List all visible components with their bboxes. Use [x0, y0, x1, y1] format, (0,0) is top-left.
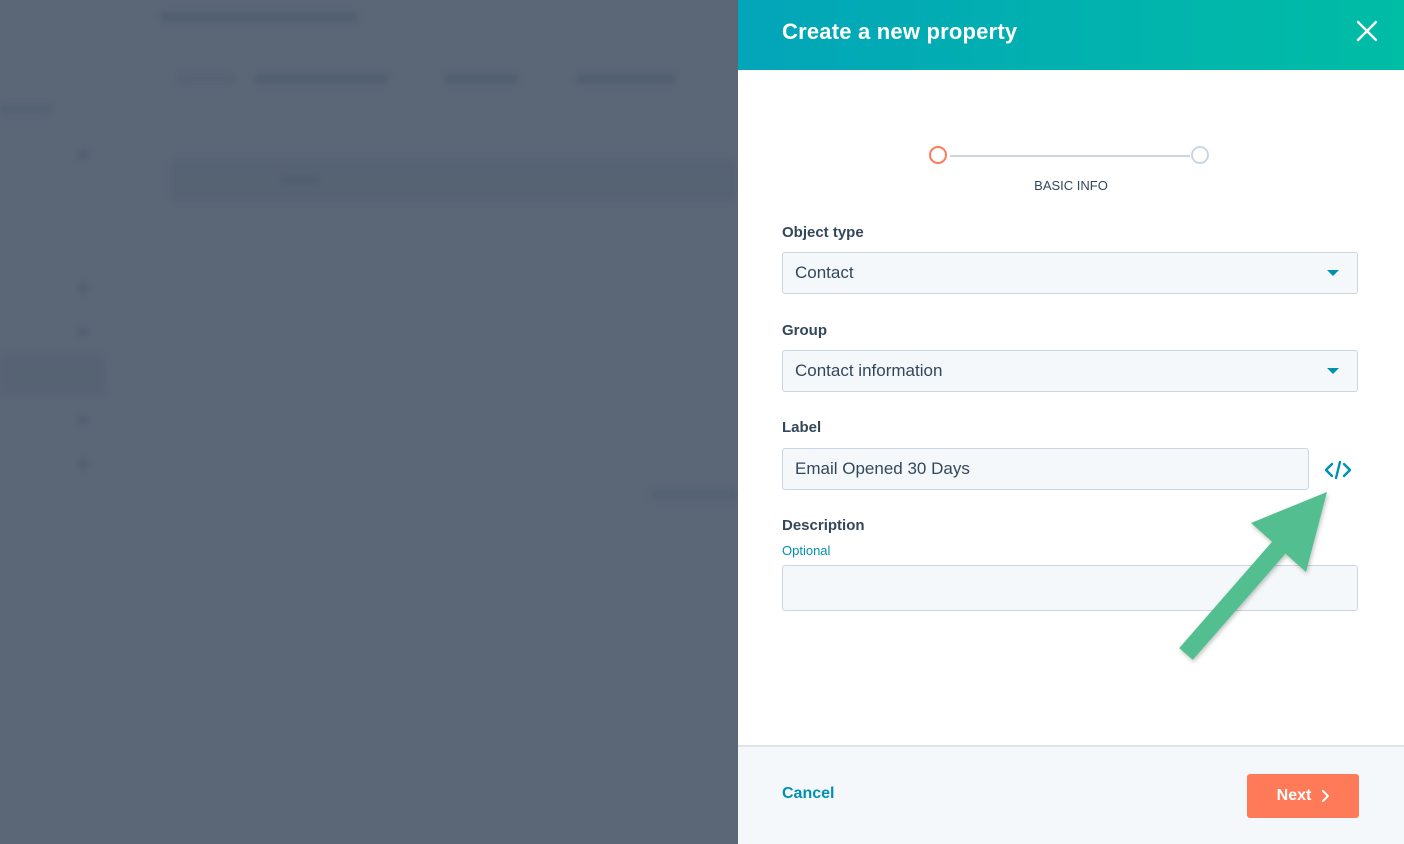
- blurred-background-page: [0, 0, 738, 844]
- object-type-value: Contact: [795, 263, 854, 282]
- close-icon[interactable]: [1356, 20, 1378, 42]
- panel-footer: Cancel Next: [738, 745, 1404, 844]
- blurred-table-header: [170, 158, 738, 202]
- blurred-filter-label: [176, 74, 236, 84]
- step-label: BASIC INFO: [1034, 178, 1108, 193]
- blurred-empty-text: [650, 490, 738, 500]
- blurred-filter-1: [254, 74, 389, 84]
- progress-stepper: BASIC INFO: [738, 144, 1404, 204]
- description-input[interactable]: [782, 565, 1358, 611]
- description-label: Description: [782, 517, 865, 534]
- panel-title: Create a new property: [782, 19, 1018, 44]
- blurred-column-name: [280, 176, 320, 184]
- blurred-dot: [78, 327, 88, 337]
- label-input-value: Email Opened 30 Days: [795, 459, 970, 478]
- cancel-button[interactable]: Cancel: [782, 785, 835, 802]
- blurred-sidebar-active: [0, 355, 105, 395]
- object-type-select[interactable]: Contact: [782, 252, 1358, 294]
- next-button[interactable]: Next: [1247, 774, 1359, 818]
- chevron-right-icon: [1322, 790, 1330, 802]
- blurred-dot: [78, 415, 88, 425]
- blurred-dot: [78, 150, 88, 160]
- blurred-sidebar-text: [0, 104, 52, 114]
- blurred-dot: [78, 459, 88, 469]
- code-icon[interactable]: [1324, 459, 1352, 481]
- chevron-down-icon: [1327, 368, 1339, 374]
- panel-header: Create a new property: [738, 0, 1404, 70]
- group-value: Contact information: [795, 361, 943, 380]
- step-1-indicator: [929, 146, 947, 164]
- next-button-label: Next: [1276, 787, 1312, 804]
- label-input[interactable]: Email Opened 30 Days: [782, 448, 1309, 490]
- step-2-indicator: [1191, 146, 1209, 164]
- blurred-page-title: [160, 12, 358, 22]
- group-label: Group: [782, 322, 827, 339]
- stepper-line: [950, 155, 1190, 157]
- blurred-filter-2: [444, 74, 519, 84]
- group-select[interactable]: Contact information: [782, 350, 1358, 392]
- blurred-filter-3: [576, 74, 676, 84]
- chevron-down-icon: [1327, 270, 1339, 276]
- label-field-label: Label: [782, 419, 822, 436]
- description-hint: Optional: [782, 543, 831, 558]
- blurred-dot: [78, 283, 88, 293]
- create-property-panel: Create a new property BASIC INFO Object …: [738, 0, 1404, 844]
- object-type-label: Object type: [782, 224, 864, 241]
